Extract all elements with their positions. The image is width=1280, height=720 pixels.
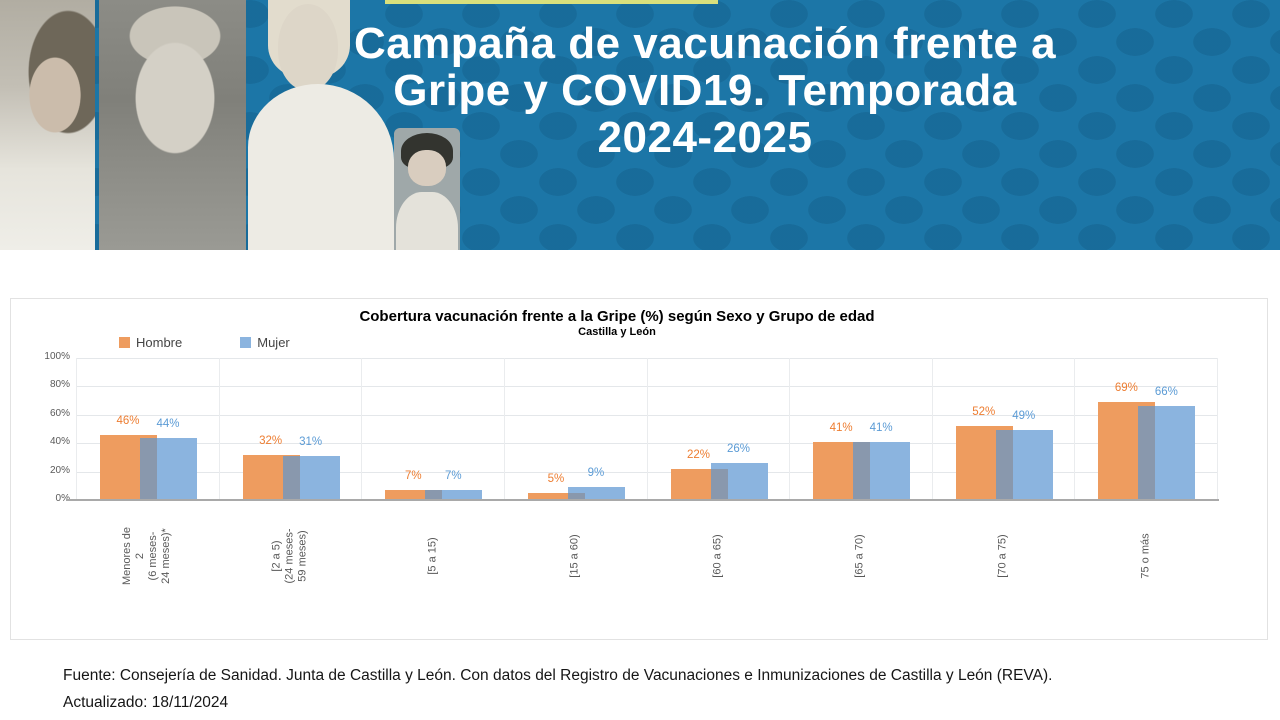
- x-axis-label: [60 a 65): [647, 506, 790, 606]
- legend-label-hombre: Hombre: [136, 335, 183, 350]
- campaign-title-line3: 2024-2025: [597, 113, 813, 162]
- legend-item-mujer: Mujer: [240, 335, 290, 350]
- gridline-v: [76, 358, 77, 500]
- gridline-v: [218, 358, 220, 500]
- bar-value-label-mujer-1: 31%: [299, 435, 323, 448]
- x-axis-label: [15 a 60): [504, 506, 647, 606]
- chart-title: Cobertura vacunación frente a la Gripe (…: [359, 308, 875, 325]
- bar-value-label-hombre-2: 7%: [404, 470, 422, 483]
- chart-legend: Hombre Mujer: [119, 335, 290, 350]
- y-axis-tick: 80%: [49, 379, 70, 391]
- y-axis-tick: 60%: [49, 407, 70, 419]
- photo-young-woman: [246, 0, 394, 250]
- header-banner: Campaña de vacunación frente a Gripe y C…: [0, 0, 1280, 250]
- x-axis-label-text: Menores de 2 (6 meses- 24 meses)*: [121, 526, 173, 586]
- legend-swatch-mujer: [240, 337, 252, 348]
- bar-value-label-mujer-5: 41%: [869, 421, 893, 434]
- gridline-v: [1074, 358, 1076, 500]
- bar-value-label-mujer-2: 7%: [444, 470, 462, 483]
- bar-overlap-0: [140, 437, 157, 500]
- x-axis-label: [5 a 15): [361, 506, 504, 606]
- x-axis-label: [70 a 75): [932, 506, 1075, 606]
- bar-value-label-hombre-6: 52%: [972, 406, 996, 419]
- bar-value-label-hombre-1: 32%: [259, 434, 283, 447]
- legend-swatch-hombre: [119, 337, 130, 348]
- photo-young-woman-face: [278, 4, 338, 90]
- bar-value-label-mujer-7: 66%: [1154, 386, 1178, 399]
- gridline-v: [931, 358, 933, 500]
- x-axis-label-text: [70 a 75): [996, 534, 1009, 578]
- bar-hombre-2: [385, 490, 443, 500]
- photo-woman-doctor: [0, 0, 95, 250]
- x-axis-label: 75 o más: [1074, 506, 1217, 606]
- campaign-title-line1: Campaña de vacunación frente a: [353, 19, 1057, 68]
- bar-overlap-4: [710, 468, 728, 500]
- bar-value-label-mujer-3: 9%: [587, 467, 605, 480]
- gridline-v: [503, 358, 505, 500]
- x-axis-labels: Menores de 2 (6 meses- 24 meses)* [2 a 5)…: [76, 506, 1217, 606]
- y-axis-tick: 100%: [44, 351, 70, 362]
- x-axis-label: Menores de 2 (6 meses- 24 meses)*: [76, 506, 219, 606]
- photo-child-shoulders: [396, 192, 458, 250]
- bar-value-label-mujer-0: 44%: [156, 417, 180, 430]
- bar-overlap-6: [995, 430, 1013, 500]
- bar-value-label-hombre-0: 46%: [116, 414, 140, 427]
- chart-card: Cobertura vacunación frente a la Gripe (…: [10, 298, 1268, 640]
- bar-hombre-3: [527, 492, 585, 500]
- footer: Fuente: Consejería de Sanidad. Junta de …: [63, 662, 1052, 716]
- photo-child: [394, 128, 460, 250]
- legend-item-hombre: Hombre: [119, 335, 182, 350]
- photo-older-man: [99, 0, 246, 250]
- x-axis-label-text: [15 a 60): [568, 534, 581, 578]
- gridline-v: [789, 358, 791, 500]
- x-axis-label-text: [2 a 5) (24 meses- 59 meses): [270, 528, 309, 584]
- bar-value-label-hombre-3: 5%: [547, 472, 565, 485]
- x-axis-label: [65 a 70): [789, 506, 932, 606]
- bar-value-label-mujer-4: 26%: [726, 443, 751, 456]
- footer-source: Fuente: Consejería de Sanidad. Junta de …: [63, 667, 1053, 684]
- bar-value-label-hombre-4: 22%: [686, 448, 711, 461]
- bar-overlap-7: [1138, 406, 1156, 500]
- x-axis-label-text: [65 a 70): [853, 534, 866, 578]
- photo-young-woman-shoulders: [248, 84, 394, 250]
- bar-overlap-5: [853, 441, 871, 500]
- x-axis-line: [66, 499, 1219, 501]
- footer-updated: Actualizado: 18/11/2024: [63, 694, 229, 711]
- chart-subtitle: Castilla y León: [578, 326, 656, 338]
- photo-child-face: [408, 150, 446, 186]
- bar-value-label-mujer-6: 49%: [1012, 410, 1036, 423]
- bar-overlap-1: [282, 455, 300, 500]
- header-accent-strip: [385, 0, 718, 4]
- gridline-v: [361, 358, 363, 500]
- y-axis-tick: 40%: [49, 436, 70, 448]
- x-axis-label: [2 a 5) (24 meses- 59 meses): [219, 506, 362, 606]
- gridline-v: [646, 358, 648, 500]
- campaign-title-line2: Gripe y COVID19. Temporada: [393, 66, 1017, 115]
- gridline-v: [1217, 358, 1218, 500]
- bar-mujer-2: [425, 490, 483, 500]
- x-axis-label-text: 75 o más: [1139, 533, 1152, 579]
- x-axis-label-text: [5 a 15): [426, 537, 439, 575]
- bar-value-label-hombre-7: 69%: [1114, 382, 1138, 395]
- y-axis-tick: 20%: [49, 464, 70, 476]
- legend-label-mujer: Mujer: [257, 335, 290, 350]
- bar-value-label-hombre-5: 41%: [829, 421, 853, 434]
- bar-overlap-3: [567, 492, 585, 500]
- y-axis-tick: 0%: [55, 493, 70, 504]
- bar-overlap-2: [425, 490, 443, 500]
- campaign-title: Campaña de vacunación frente a Gripe y C…: [345, 20, 1065, 161]
- x-axis-label-text: [60 a 65): [711, 534, 724, 578]
- plot-area: 0% 20% 40% 60% 80% 100% 46% 44% 32% 31% 7% 7% 5% 9% 22…: [44, 351, 1219, 504]
